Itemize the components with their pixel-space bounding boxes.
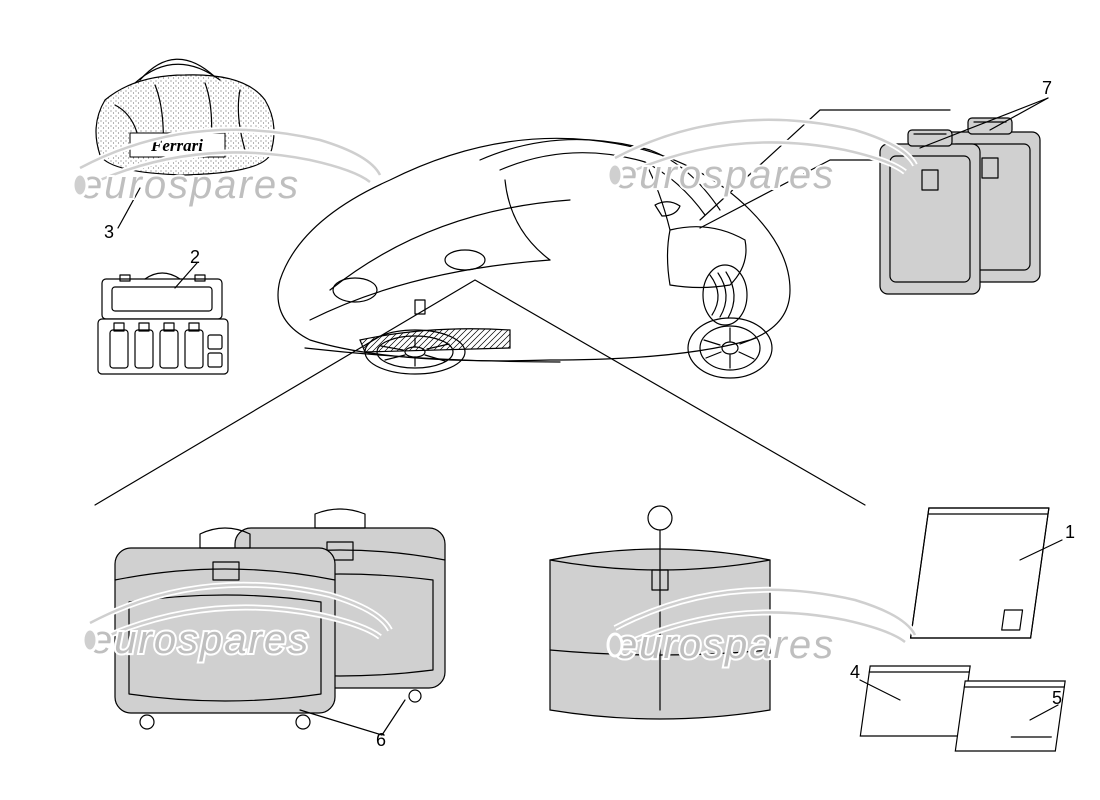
label-1: 1 xyxy=(1065,522,1075,543)
label-6: 6 xyxy=(376,730,386,751)
label-2: 2 xyxy=(190,247,200,268)
leaders-small xyxy=(0,0,1100,800)
label-7: 7 xyxy=(1042,78,1052,99)
diagram-canvas: Ferrari xyxy=(0,0,1100,800)
label-4: 4 xyxy=(850,662,860,683)
label-5: 5 xyxy=(1052,688,1062,709)
label-3: 3 xyxy=(104,222,114,243)
